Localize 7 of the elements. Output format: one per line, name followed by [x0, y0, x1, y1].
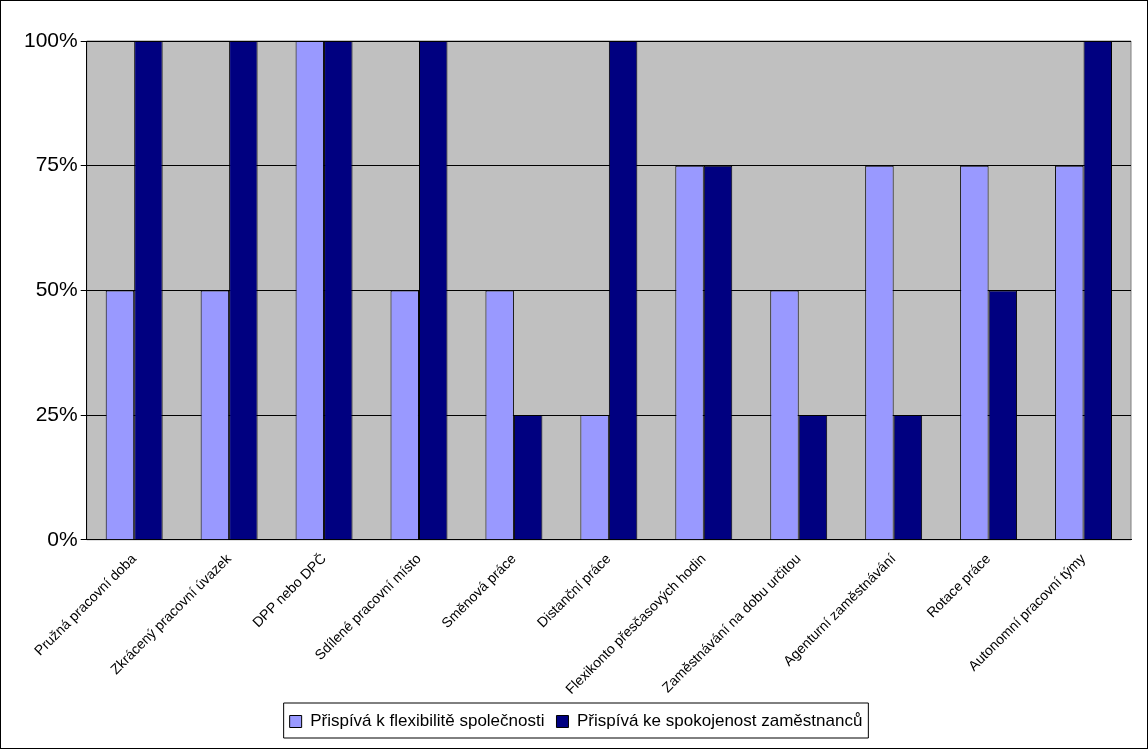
y-tick-label: 25%: [35, 401, 78, 425]
y-tick-label: 75%: [35, 152, 78, 176]
y-tick-label: 100%: [23, 27, 78, 51]
legend-label: Přispívá k flexibilitě společnosti: [310, 711, 545, 731]
y-tick-label: 0%: [47, 526, 78, 550]
legend-label: Přispívá ke spokojenost zaměstnanců: [576, 711, 863, 731]
y-tick-label: 50%: [35, 277, 78, 301]
